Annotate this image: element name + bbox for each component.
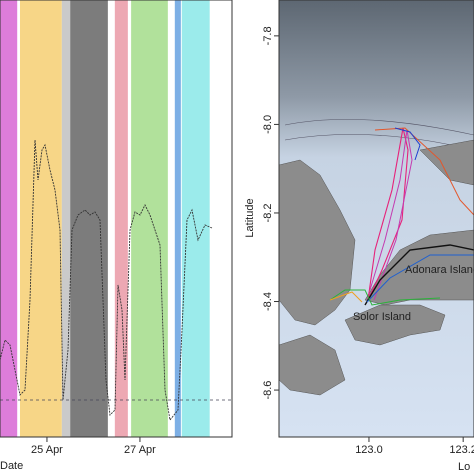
place-label: Adonara Island [405,264,474,276]
interval-band [181,0,210,437]
land [344,304,446,346]
x-tick-label: 123.2 [449,444,474,456]
map-layer: Adonara Island Solor Island [279,0,474,437]
time-panel: Date 25 Apr 27 Apr [0,0,233,472]
land [279,334,346,396]
y-tick-label: -7.8 [262,26,274,45]
y-tick-label: -8.4 [262,292,274,311]
track [329,289,441,306]
interval-band [131,0,168,437]
interval-band [61,0,71,437]
x-axis-label: Date [0,460,23,472]
interval-band [174,0,181,437]
track [329,291,363,303]
track [366,254,474,303]
place-label: Solor Island [353,311,411,323]
y-tick-label: -8.2 [262,203,274,222]
track [374,127,474,216]
band-layer [0,0,210,437]
trace-layer [0,139,232,422]
x-tick-label: 27 Apr [124,444,156,456]
land [419,139,474,186]
x-axis-label: Lo [458,461,470,473]
interval-band [19,0,62,437]
interval-band [0,0,18,437]
x-tick-label: 123.0 [355,444,383,456]
depth-trace [0,139,213,422]
track [364,244,474,306]
interval-band [70,0,108,437]
map-panel: Adonara Island Solor Island Latitude Lo … [244,0,474,473]
panel-frame [0,0,233,438]
interval-band [114,0,128,437]
panel-frame [278,0,474,438]
track [394,127,421,161]
y-axis-label: Latitude [244,198,256,237]
y-tick-label: -8.6 [262,381,274,400]
land [364,229,474,306]
x-tick-label: 25 Apr [31,444,63,456]
y-tick-label: -8.0 [262,115,274,134]
